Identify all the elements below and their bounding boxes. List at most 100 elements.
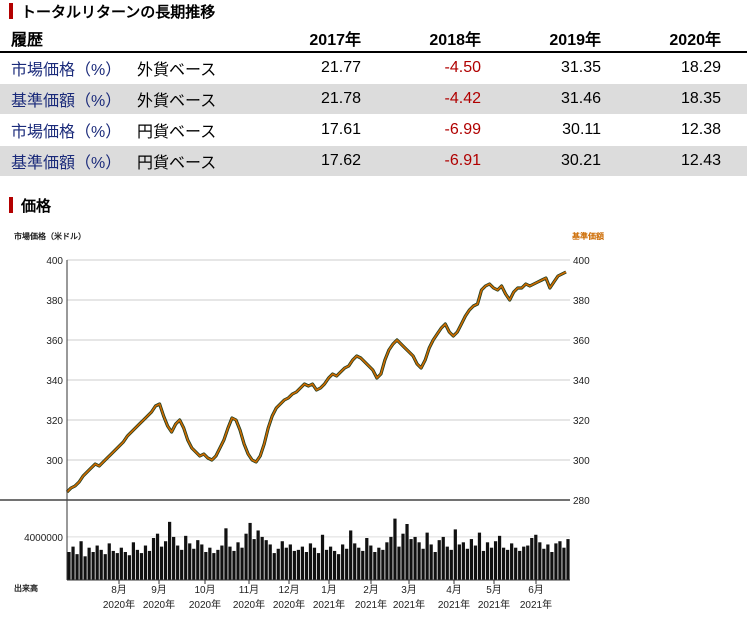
volume-bar	[163, 541, 168, 580]
volume-bar	[131, 542, 136, 580]
volume-bar	[87, 547, 91, 580]
volume-bar	[566, 539, 570, 580]
volume-bar	[196, 540, 200, 580]
volume-bar	[349, 530, 353, 580]
volume-bar	[332, 550, 337, 580]
returns-section-title: トータルリターンの長期推移	[0, 0, 215, 22]
row-label: 基準価額（%）	[0, 145, 137, 177]
volume-bar	[232, 550, 236, 580]
volume-bar	[143, 545, 148, 580]
volume-bar	[228, 546, 232, 580]
volume-bar	[252, 539, 256, 580]
volume-bar	[385, 542, 389, 580]
volume-bar	[151, 538, 156, 580]
left-tick-label: 300	[46, 456, 63, 467]
volume-bar	[437, 540, 441, 580]
volume-bar	[115, 553, 119, 580]
volume-bar	[542, 548, 546, 580]
volume-bar	[240, 547, 244, 580]
x-month-label: 4月	[446, 584, 462, 596]
volume-bar	[497, 535, 502, 580]
volume-bar	[558, 541, 562, 580]
volume-bar	[401, 533, 405, 580]
right-tick-label: 280	[573, 496, 590, 507]
left-tick-label: 340	[46, 376, 63, 387]
right-tick-label: 340	[573, 376, 590, 387]
row-value: -6.99	[387, 114, 507, 146]
volume-bar	[341, 544, 345, 580]
table-row: 市場価格（%） 外貨ベース 21.77 -4.50 31.35 18.29	[0, 52, 747, 84]
row-label: 市場価格（%）	[0, 114, 137, 146]
x-year-label: 2021年	[393, 598, 425, 611]
row-value: 21.77	[267, 52, 387, 84]
volume-bar	[159, 546, 164, 580]
volume-bar	[429, 544, 433, 580]
volume-bar	[365, 538, 369, 580]
volume-bar	[208, 547, 212, 580]
volume-bar	[204, 552, 208, 580]
header-history-label: 履歴	[0, 25, 267, 53]
volume-bar	[304, 552, 309, 580]
volume-bar	[461, 542, 465, 580]
volume-bar	[393, 518, 397, 580]
volume-bar	[353, 543, 357, 580]
volume-bar	[292, 550, 296, 580]
row-value: 17.62	[267, 145, 387, 177]
volume-bar	[216, 549, 220, 580]
row-value: 18.29	[627, 52, 747, 84]
header-year: 2019年	[507, 25, 627, 53]
x-year-label: 2020年	[273, 598, 305, 611]
volume-bar	[469, 539, 474, 580]
returns-table: 履歴 2017年 2018年 2019年 2020年 市場価格（%） 外貨ベース…	[0, 25, 747, 177]
volume-bar	[337, 554, 341, 580]
table-row: 基準価額（%） 外貨ベース 21.78 -4.42 31.46 18.35	[0, 83, 747, 115]
volume-bar	[127, 555, 131, 580]
header-year: 2020年	[627, 25, 747, 53]
volume-bar	[506, 549, 510, 580]
row-value: 12.43	[627, 145, 747, 177]
x-year-label: 2021年	[355, 598, 387, 611]
nav-line	[66, 271, 567, 493]
volume-bar	[184, 535, 188, 580]
x-month-label: 12月	[278, 584, 299, 596]
x-month-label: 2月	[363, 584, 379, 596]
table-row: 基準価額（%） 円貨ベース 17.62 -6.91 30.21 12.43	[0, 145, 747, 177]
left-tick-label: 400	[46, 256, 63, 267]
volume-bar	[465, 548, 469, 580]
title-accent-bar	[9, 3, 13, 19]
volume-bar	[236, 542, 240, 580]
x-year-label: 2020年	[189, 598, 221, 611]
volume-tick-label: 4000000	[24, 533, 63, 544]
volume-bar	[538, 542, 542, 580]
volume-bar	[272, 553, 276, 580]
right-axis-label: 基準価額	[571, 231, 604, 241]
x-year-label: 2021年	[313, 598, 345, 611]
volume-bar	[501, 547, 506, 580]
volume-bar	[425, 532, 429, 580]
volume-bar	[453, 529, 457, 580]
volume-bar	[220, 545, 224, 580]
volume-bar	[441, 536, 445, 580]
row-label: 基準価額（%）	[0, 83, 137, 115]
row-value: 31.46	[507, 83, 627, 115]
volume-bar	[256, 530, 260, 580]
volume-bar	[172, 536, 176, 580]
volume-bar	[518, 550, 522, 580]
volume-bar	[473, 545, 478, 580]
volume-bar	[477, 532, 482, 580]
row-value: 30.11	[507, 114, 627, 146]
row-currency: 円貨ベース	[137, 145, 267, 177]
volume-bar	[264, 540, 268, 580]
x-month-label: 5月	[486, 584, 502, 596]
row-value: -4.42	[387, 83, 507, 115]
volume-bar	[135, 549, 140, 580]
volume-bar	[296, 549, 300, 580]
volume-bar	[111, 550, 115, 580]
volume-bar	[224, 528, 228, 580]
volume-bar	[268, 544, 272, 580]
returns-title: トータルリターンの長期推移	[21, 2, 216, 21]
volume-bar	[99, 549, 103, 580]
volume-bar	[373, 552, 377, 580]
volume-bar	[534, 534, 538, 580]
left-tick-label: 380	[46, 296, 63, 307]
